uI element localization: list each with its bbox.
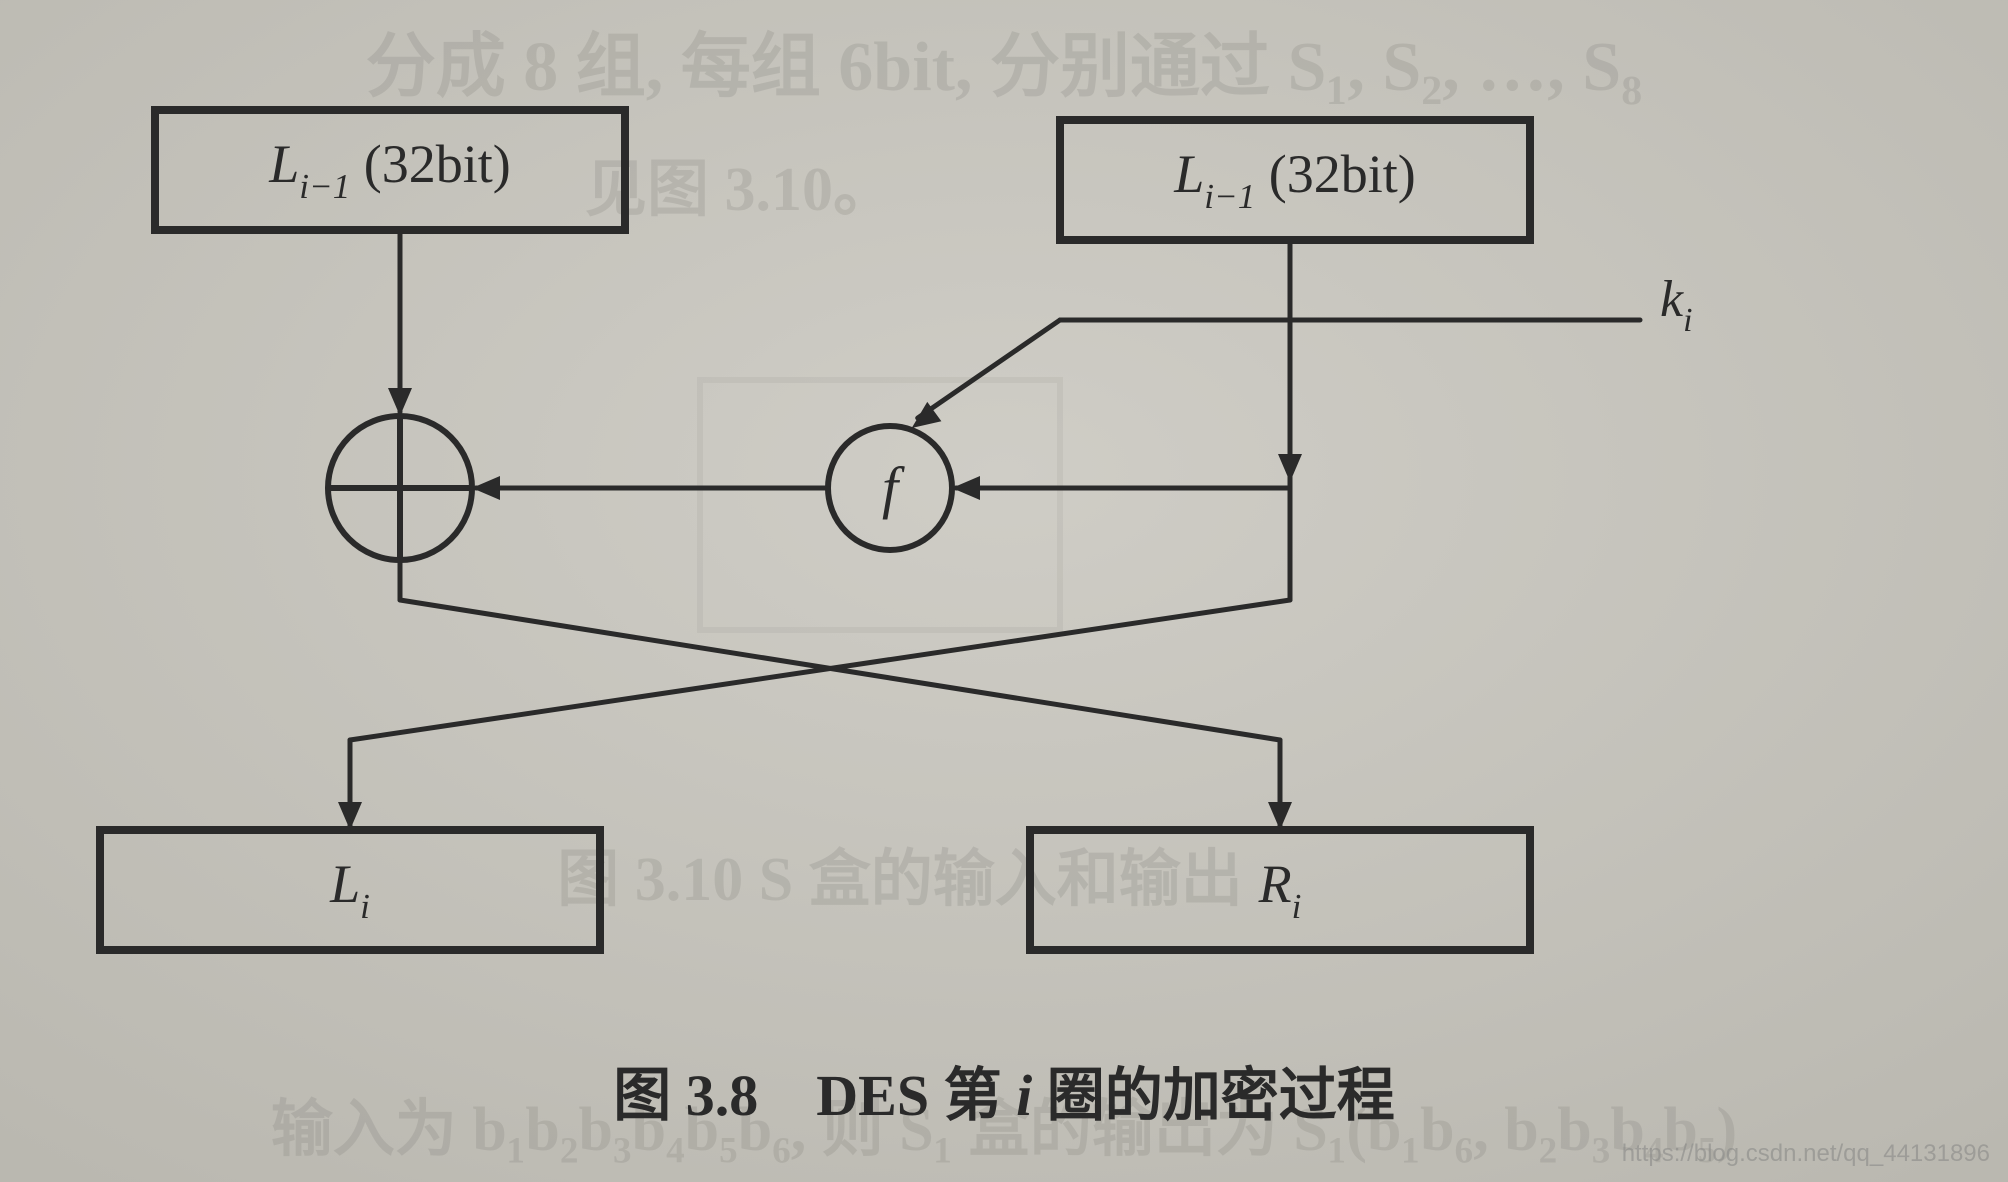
svg-text:f: f (882, 455, 905, 520)
node-label-R-in: Li−1 (32bit) (1174, 143, 1416, 217)
node-label-L-in: Li−1 (32bit) (269, 133, 511, 207)
watermark: https://blog.csdn.net/qq_44131896 (1622, 1140, 1990, 1168)
node-label-L-out: Li (330, 853, 370, 927)
node-label-R-out: Ri (1259, 853, 1302, 927)
label-ki: ki (1660, 270, 1692, 340)
figure-caption: 图 3.8 DES 第 i 圈的加密过程 (613, 1048, 1394, 1132)
